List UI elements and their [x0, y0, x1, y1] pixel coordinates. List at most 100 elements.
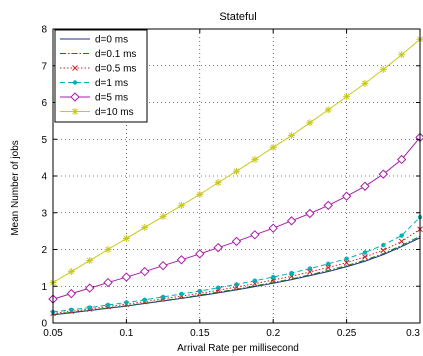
x-marker-stroke [362, 253, 368, 260]
star-marker-stroke [105, 246, 111, 253]
x-tick-label: 0.3 [406, 328, 420, 339]
legend-box [54, 29, 148, 123]
data-point [398, 51, 406, 59]
legend-item: d=0.5 ms [60, 64, 136, 75]
data-point [213, 242, 223, 253]
data-point [197, 288, 202, 294]
data-point [234, 282, 239, 287]
x-tick-label: 0.2 [266, 328, 280, 339]
x-marker-stroke [398, 238, 405, 245]
data-point [362, 253, 368, 260]
data-point [103, 277, 113, 288]
x-marker-stroke [343, 259, 350, 266]
legend-item: d=0 ms [60, 35, 128, 46]
data-point [124, 300, 129, 305]
data-point [306, 119, 314, 127]
legend: d=0 ms d=0.1 ms d=0.5 ms d=1 ms d=5 ms d=10 m… [54, 29, 148, 123]
x-marker-stroke [307, 269, 313, 275]
data-point [396, 154, 407, 165]
data-point [288, 132, 296, 140]
y-tick-label: 3 [41, 208, 47, 219]
y-tick-label: 5 [41, 135, 47, 146]
data-point [104, 246, 112, 253]
data-point [378, 169, 389, 179]
star-marker-stroke [362, 80, 368, 87]
y-tick-label: 1 [41, 282, 47, 293]
data-point [325, 264, 332, 271]
data-point [288, 273, 295, 280]
data-point [341, 191, 352, 201]
y-axis-label: Mean Number of jobs [10, 140, 21, 236]
data-point [343, 259, 350, 266]
star-marker-stroke [233, 168, 240, 175]
star-marker-stroke [215, 179, 222, 186]
data-point [214, 179, 222, 187]
x-marker-stroke [72, 65, 78, 71]
star-marker-stroke [86, 257, 93, 264]
series-d-0-1-ms [52, 235, 421, 316]
x-marker-stroke [325, 264, 332, 271]
data-point [140, 266, 150, 277]
data-point [142, 297, 147, 303]
star-marker-stroke [251, 156, 258, 163]
data-point [84, 283, 95, 293]
data-point [250, 230, 260, 240]
legend-marker [71, 108, 79, 115]
data-point [344, 256, 349, 261]
legend-label: d=0 ms [95, 35, 128, 46]
star-marker-stroke [72, 108, 78, 115]
data-point [177, 201, 185, 209]
star-marker-stroke [141, 224, 148, 231]
legend-label: d=0.1 ms [95, 49, 136, 60]
x-tick-label: 0.05 [43, 328, 63, 339]
legend-item: d=0.1 ms [60, 49, 136, 60]
data-point [179, 291, 184, 297]
data-point [176, 255, 187, 265]
data-point [399, 233, 404, 238]
legend-label: d=0.5 ms [95, 64, 136, 75]
data-point [271, 274, 276, 280]
star-marker-stroke [68, 268, 75, 275]
data-point [343, 93, 351, 101]
data-point [159, 212, 167, 220]
data-point [362, 250, 368, 255]
star-marker-stroke [160, 213, 166, 220]
y-tick-label: 7 [41, 61, 47, 72]
data-point [305, 208, 315, 219]
data-point [361, 79, 369, 87]
star-marker-stroke [123, 235, 130, 242]
y-tick-label: 4 [41, 172, 47, 183]
data-point [195, 249, 205, 259]
data-point [286, 216, 297, 226]
data-point [158, 260, 168, 271]
star-marker-stroke [398, 51, 405, 58]
data-point [215, 285, 221, 290]
data-point [122, 234, 130, 242]
data-point [289, 270, 294, 276]
data-point [269, 143, 277, 151]
series-d-1-ms [50, 214, 423, 315]
y-tick-label: 0 [41, 319, 47, 330]
legend-item: d=5 ms [60, 92, 128, 104]
data-point [323, 200, 333, 211]
data-point [252, 278, 258, 283]
x-tick-label: 0.25 [337, 328, 357, 339]
star-marker-stroke [343, 93, 350, 100]
data-point [233, 167, 240, 175]
data-point [86, 257, 94, 265]
data-point [160, 294, 166, 300]
data-point [67, 268, 75, 276]
x-tick-label: 0.1 [119, 328, 133, 339]
star-marker-stroke [288, 132, 295, 139]
star-marker-stroke [325, 106, 332, 113]
data-point [324, 106, 332, 114]
data-point [326, 261, 331, 267]
legend-item: d=10 ms [60, 107, 134, 118]
data-point [307, 266, 313, 271]
x-marker-stroke [380, 247, 387, 254]
data-point [380, 247, 387, 254]
legend-label: d=10 ms [95, 107, 134, 118]
x-marker-stroke [288, 273, 295, 280]
y-tick-label: 6 [41, 98, 47, 109]
